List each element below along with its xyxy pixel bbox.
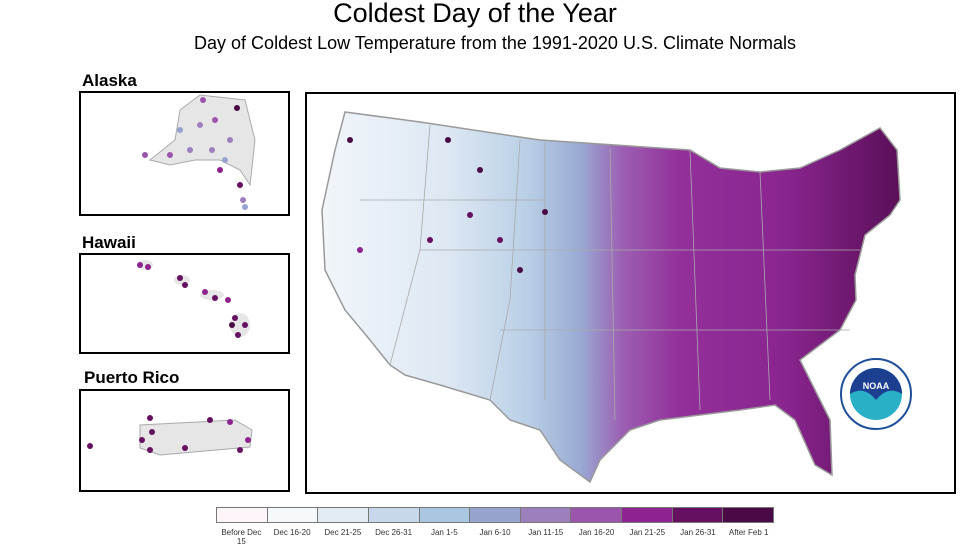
legend-swatch (723, 508, 774, 522)
legend-swatch (368, 508, 420, 522)
legend-label: Jan 21-25 (629, 528, 666, 537)
station-dot (227, 419, 233, 425)
legend-swatch (622, 508, 673, 522)
station-dot (237, 182, 243, 188)
station-dot (222, 157, 228, 163)
hawaii-label: Hawaii (82, 233, 136, 252)
legend-label: Before Dec 15 (221, 528, 262, 546)
map-title: Coldest Day of the Year (333, 0, 617, 28)
station-dot (347, 137, 353, 143)
legend-label: Jan 16-20 (578, 528, 615, 537)
station-dot (517, 267, 523, 273)
station-dot (229, 322, 235, 328)
alaska-label: Alaska (82, 71, 137, 90)
station-dot (137, 262, 143, 268)
station-dot (477, 167, 483, 173)
puerto-rico-shape (139, 419, 253, 456)
station-dot (202, 289, 208, 295)
hawaii-inset (79, 253, 290, 354)
station-dot (217, 167, 223, 173)
station-dot (142, 152, 148, 158)
station-dot (227, 137, 233, 143)
station-dot (149, 429, 155, 435)
station-dot (177, 275, 183, 281)
legend-label: Jan 11-15 (528, 528, 564, 537)
station-dot (187, 147, 193, 153)
puerto-rico-label: Puerto Rico (84, 368, 180, 387)
station-dot (542, 209, 548, 215)
station-dot (177, 127, 183, 133)
legend-swatch (571, 508, 623, 522)
station-dot (240, 197, 246, 203)
legend-swatch (419, 508, 471, 522)
legend-swatch (267, 508, 319, 522)
station-dot (225, 297, 231, 303)
station-dot (237, 447, 243, 453)
legend-labels: Before Dec 15 Dec 16-20 Dec 21-25 Dec 26-31… (216, 528, 774, 546)
legend-swatch (520, 508, 572, 522)
station-dot (182, 282, 188, 288)
station-dot (147, 415, 153, 421)
noaa-logo-text: NOAA (863, 381, 890, 391)
legend-label: Dec 21-25 (324, 528, 362, 537)
legend-bar (216, 507, 774, 523)
station-dot (497, 237, 503, 243)
legend-label: After Feb 1 (728, 528, 769, 537)
station-dot (87, 443, 93, 449)
station-dot (145, 264, 151, 270)
station-dot (245, 437, 251, 443)
station-dot (197, 122, 203, 128)
legend-swatch (672, 508, 724, 522)
station-dot (209, 147, 215, 153)
station-dot (182, 445, 188, 451)
station-dot (232, 315, 238, 321)
state-borders (360, 124, 860, 421)
alaska-shape (148, 94, 256, 187)
station-dot (212, 295, 218, 301)
station-dot (357, 247, 363, 253)
station-dot (235, 332, 241, 338)
station-dot (242, 322, 248, 328)
legend-swatch (470, 508, 521, 522)
legend-label: Dec 26-31 (375, 528, 413, 537)
station-dot (167, 152, 173, 158)
station-dot (427, 237, 433, 243)
legend-label: Dec 16-20 (273, 528, 311, 537)
legend-label: Jan 1-5 (430, 528, 458, 537)
noaa-logo: NOAA (840, 358, 912, 430)
station-dot (200, 97, 206, 103)
station-dot (139, 437, 145, 443)
station-dot (234, 105, 240, 111)
conus-shape (321, 111, 901, 484)
station-dot (212, 117, 218, 123)
legend-swatch (318, 508, 369, 522)
station-dot (467, 212, 473, 218)
station-dot (242, 204, 248, 210)
station-dot (445, 137, 451, 143)
map-subtitle: Day of Coldest Low Temperature from the … (194, 33, 796, 53)
station-dot (207, 417, 213, 423)
legend-label: Jan 6-10 (479, 528, 511, 537)
legend-swatch (217, 508, 268, 522)
station-dot (147, 447, 153, 453)
legend-label: Jan 26-31 (680, 528, 716, 537)
